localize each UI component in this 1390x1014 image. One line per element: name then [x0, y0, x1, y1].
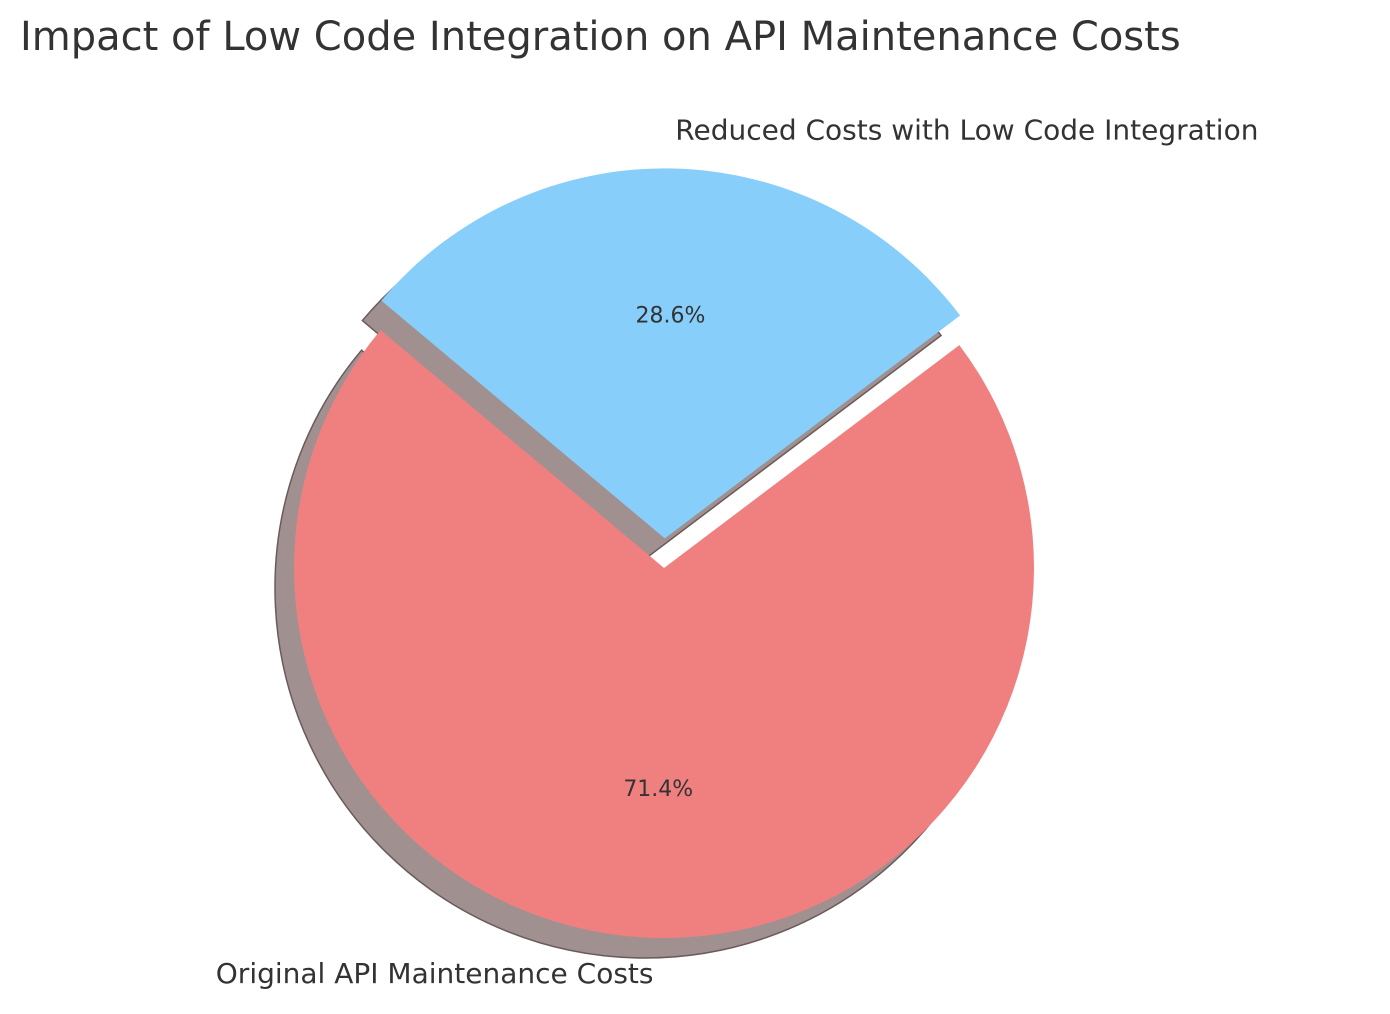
chart-title: Impact of Low Code Integration on API Ma… [20, 14, 1181, 60]
slice-label-0: Original API Maintenance Costs [216, 957, 654, 990]
slice-pct-label-1: 28.6% [636, 303, 706, 328]
slice-label-1: Reduced Costs with Low Code Integration [675, 114, 1258, 147]
slice-pct-label-0: 71.4% [623, 777, 693, 802]
pie-slice-1 [381, 168, 961, 539]
pie-slice-0 [293, 330, 1034, 938]
